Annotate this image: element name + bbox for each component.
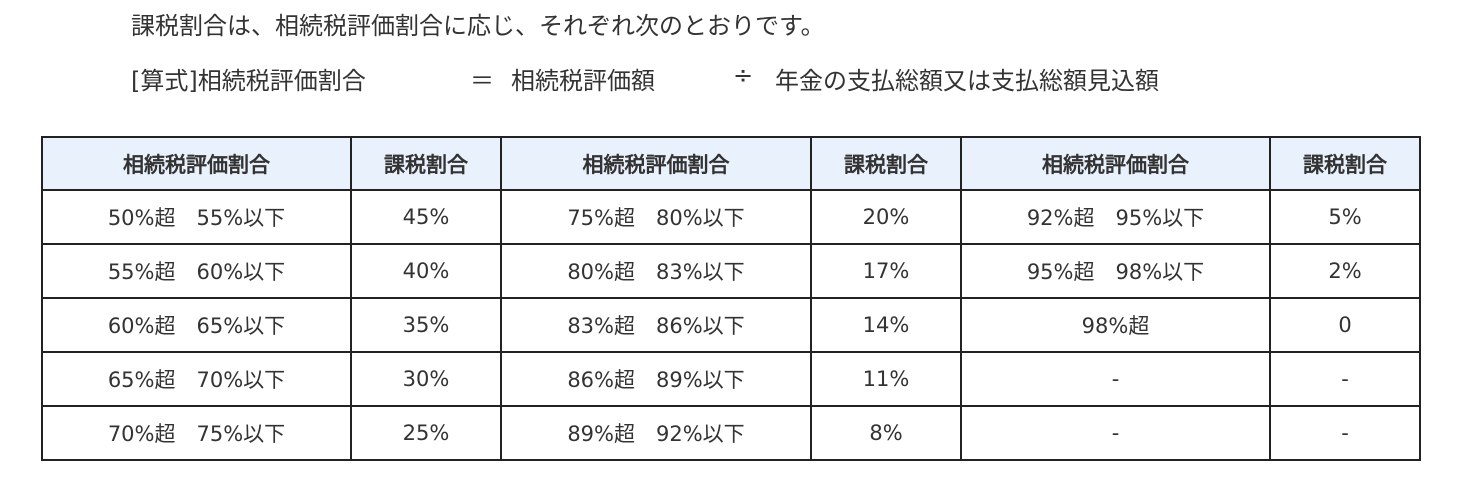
header-cell: 課税割合 [350, 136, 502, 191]
table-cell: 25% [350, 405, 502, 461]
table-row: 70%超 75%以下 25% 89%超 92%以下 8% - - [41, 405, 1421, 461]
table-cell: 35% [350, 297, 502, 353]
table-cell: 55%超 60%以下 [41, 243, 352, 299]
header-row: 相続税評価割合 課税割合 相続税評価割合 課税割合 相続税評価割合 課税割合 [41, 136, 1421, 191]
header-cell: 相続税評価割合 [41, 136, 352, 191]
table-cell: 50%超 55%以下 [41, 189, 352, 245]
table-body: 50%超 55%以下 45% 75%超 80%以下 20% 92%超 95%以下 5% 55… [41, 189, 1421, 461]
table-cell: 5% [1269, 189, 1421, 245]
table-cell: 0 [1269, 297, 1421, 353]
table-cell: 95%超 98%以下 [960, 243, 1271, 299]
table-cell: 86%超 89%以下 [500, 351, 812, 407]
table-row: 60%超 65%以下 35% 83%超 86%以下 14% 98%超 0 [41, 297, 1421, 353]
table-cell: 92%超 95%以下 [960, 189, 1271, 245]
table-row: 55%超 60%以下 40% 80%超 83%以下 17% 95%超 98%以下 2% [41, 243, 1421, 299]
table-cell: 70%超 75%以下 [41, 405, 352, 461]
table-cell: - [960, 405, 1271, 461]
header-cell: 課税割合 [810, 136, 962, 191]
table-cell: 83%超 86%以下 [500, 297, 812, 353]
formula-part: ＝ [470, 67, 494, 95]
tax-rate-table: 相続税評価割合 課税割合 相続税評価割合 課税割合 相続税評価割合 課税割合 50%超 5… [41, 136, 1421, 461]
table-cell: 89%超 92%以下 [500, 405, 812, 461]
table-row: 65%超 70%以下 30% 86%超 89%以下 11% - - [41, 351, 1421, 407]
table-cell: 80%超 83%以下 [500, 243, 812, 299]
table-cell: 40% [350, 243, 502, 299]
table-cell: 20% [810, 189, 962, 245]
table-cell: 2% [1269, 243, 1421, 299]
table-cell: 14% [810, 297, 962, 353]
table-cell: 60%超 65%以下 [41, 297, 352, 353]
table-cell: 8% [810, 405, 962, 461]
table-cell: 30% [350, 351, 502, 407]
table-cell: 75%超 80%以下 [500, 189, 812, 245]
table-cell: 65%超 70%以下 [41, 351, 352, 407]
table-cell: - [960, 351, 1271, 407]
header-cell: 相続税評価割合 [960, 136, 1271, 191]
formula-part: 年金の支払総額又は支払総額見込額 [775, 67, 1159, 95]
table-cell: - [1269, 351, 1421, 407]
formula-part: 相続税評価額 [511, 67, 655, 95]
header-cell: 課税割合 [1269, 136, 1421, 191]
header-cell: 相続税評価割合 [500, 136, 812, 191]
table-cell: 17% [810, 243, 962, 299]
table-cell: 45% [350, 189, 502, 245]
formula-part: ÷ [733, 61, 754, 89]
table-row: 50%超 55%以下 45% 75%超 80%以下 20% 92%超 95%以下 5% [41, 189, 1421, 245]
formula-part: [算式]相続税評価割合 [131, 67, 366, 95]
table-cell: - [1269, 405, 1421, 461]
table-cell: 11% [810, 351, 962, 407]
table-cell: 98%超 [960, 297, 1271, 353]
intro-text: 課税割合は、相続税評価割合に応じ、それぞれ次のとおりです。 [131, 12, 825, 40]
